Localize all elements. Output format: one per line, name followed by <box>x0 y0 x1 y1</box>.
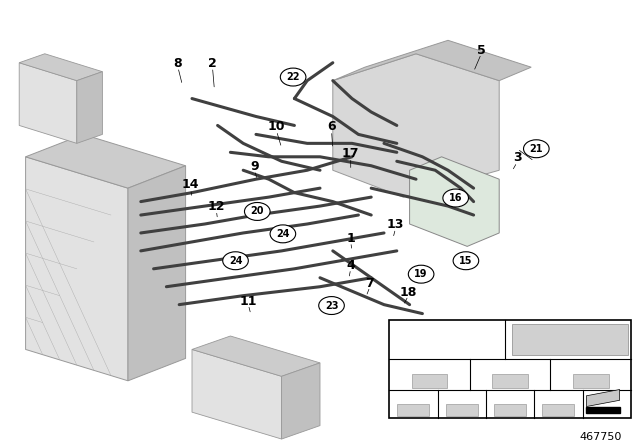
Polygon shape <box>586 389 620 406</box>
Text: 21: 21 <box>529 144 543 154</box>
Polygon shape <box>192 349 282 439</box>
Text: 12: 12 <box>207 200 225 214</box>
Circle shape <box>450 391 473 407</box>
Polygon shape <box>128 166 186 381</box>
Text: 19: 19 <box>414 269 428 279</box>
Text: 15: 15 <box>459 256 473 266</box>
Text: 24: 24 <box>276 229 290 239</box>
Text: 13: 13 <box>387 218 404 232</box>
Text: 22: 22 <box>286 72 300 82</box>
Text: 10: 10 <box>268 120 285 133</box>
Text: 1: 1 <box>346 232 355 245</box>
Text: 20: 20 <box>406 394 420 405</box>
Text: 7: 7 <box>365 276 374 290</box>
FancyBboxPatch shape <box>492 374 528 388</box>
Polygon shape <box>282 363 320 439</box>
FancyBboxPatch shape <box>397 404 429 416</box>
Polygon shape <box>26 157 128 381</box>
Text: 16: 16 <box>503 394 517 405</box>
Circle shape <box>579 360 602 376</box>
Text: 16: 16 <box>449 193 463 203</box>
Circle shape <box>435 331 460 349</box>
Circle shape <box>453 252 479 270</box>
Circle shape <box>402 391 425 407</box>
FancyBboxPatch shape <box>586 407 620 413</box>
Circle shape <box>443 189 468 207</box>
Text: 23: 23 <box>422 363 436 373</box>
Circle shape <box>499 391 522 407</box>
Circle shape <box>244 202 270 220</box>
Circle shape <box>408 265 434 283</box>
Polygon shape <box>192 336 320 376</box>
Text: 21: 21 <box>584 363 598 373</box>
FancyBboxPatch shape <box>573 374 609 388</box>
Text: 17: 17 <box>342 146 360 160</box>
Text: 15: 15 <box>552 394 565 405</box>
FancyBboxPatch shape <box>412 374 447 388</box>
Polygon shape <box>19 54 102 81</box>
Text: 6: 6 <box>327 120 336 133</box>
FancyBboxPatch shape <box>543 404 575 416</box>
Polygon shape <box>410 157 499 246</box>
Circle shape <box>319 297 344 314</box>
FancyBboxPatch shape <box>389 320 631 418</box>
Text: 19: 19 <box>455 394 468 405</box>
Polygon shape <box>333 54 499 197</box>
Text: 23: 23 <box>324 301 339 310</box>
Circle shape <box>280 68 306 86</box>
Text: 5: 5 <box>477 43 486 57</box>
Circle shape <box>418 360 441 376</box>
Text: 18: 18 <box>399 285 417 299</box>
Text: 9: 9 <box>250 160 259 173</box>
Text: 4: 4 <box>346 258 355 272</box>
FancyBboxPatch shape <box>445 404 477 416</box>
Text: 22: 22 <box>503 363 517 373</box>
Circle shape <box>270 225 296 243</box>
Polygon shape <box>19 63 77 143</box>
Circle shape <box>499 360 522 376</box>
Polygon shape <box>26 134 186 188</box>
Text: 24: 24 <box>228 256 243 266</box>
Polygon shape <box>333 40 531 81</box>
Circle shape <box>524 140 549 158</box>
Text: 24: 24 <box>440 334 454 345</box>
Text: 8: 8 <box>173 57 182 70</box>
Text: 2: 2 <box>208 57 217 70</box>
FancyBboxPatch shape <box>494 404 526 416</box>
FancyBboxPatch shape <box>511 324 628 355</box>
Text: 467750: 467750 <box>580 432 622 442</box>
Text: 20: 20 <box>250 207 264 216</box>
Polygon shape <box>77 72 102 143</box>
Circle shape <box>547 391 570 407</box>
Text: 11: 11 <box>239 294 257 308</box>
Text: 14: 14 <box>182 178 200 191</box>
Circle shape <box>223 252 248 270</box>
Text: 3: 3 <box>513 151 522 164</box>
